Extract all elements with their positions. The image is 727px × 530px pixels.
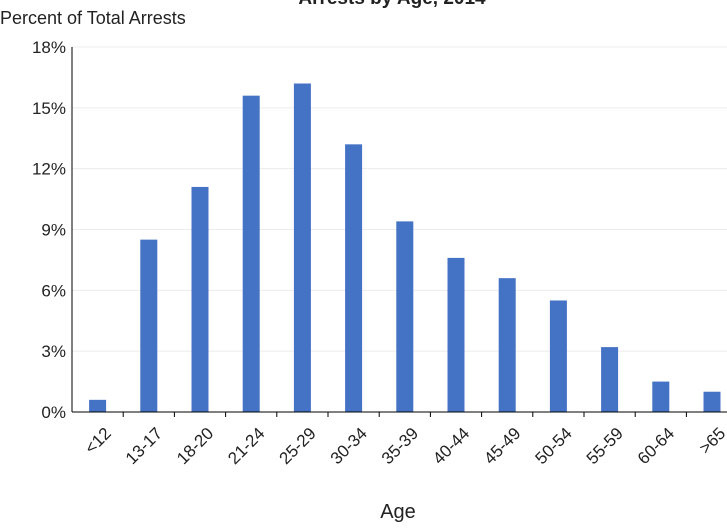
x-axis-label: Age (380, 501, 416, 523)
y-tick-label: 18% (32, 38, 66, 57)
x-tick-label: 18-20 (173, 424, 217, 468)
x-tick-label: 21-24 (224, 424, 268, 468)
y-tick-label: 12% (32, 160, 66, 179)
x-tick-label: >65 (695, 424, 727, 458)
y-axis-label: Percent of Total Arrests (0, 8, 186, 28)
x-tick-label: <12 (81, 424, 115, 458)
bar-40-44 (447, 257, 465, 412)
x-tick-label: 55-59 (583, 424, 627, 468)
y-tick-label: 9% (41, 221, 66, 240)
y-tick-label: 3% (41, 342, 66, 361)
bar-35-39 (396, 221, 414, 412)
x-tick-label: 13-17 (122, 424, 166, 468)
y-tick-label: 0% (41, 403, 66, 422)
bar-30-34 (345, 144, 363, 413)
bar-18-20 (191, 186, 209, 412)
x-tick-label: 45-49 (480, 424, 524, 468)
bar-25-29 (293, 83, 311, 412)
bar-<12 (89, 399, 107, 412)
bar-60-64 (652, 381, 670, 412)
x-tick-label: 40-44 (429, 424, 473, 468)
bar->65 (703, 391, 721, 412)
chart-title: Arrests by Age, 2014 (298, 0, 486, 9)
bar-21-24 (242, 95, 260, 413)
x-tick-label: 30-34 (327, 424, 371, 468)
bar-50-54 (549, 300, 567, 412)
bar-55-59 (601, 347, 619, 412)
x-tick-label: 50-54 (532, 424, 576, 468)
x-tick-label: 25-29 (276, 424, 320, 468)
bar-45-49 (498, 278, 516, 412)
bar-13-17 (140, 239, 158, 412)
y-tick-label: 6% (41, 281, 66, 300)
y-tick-label: 15% (32, 99, 66, 118)
x-tick-label: 60-64 (634, 424, 678, 468)
x-tick-label: 35-39 (378, 424, 422, 468)
